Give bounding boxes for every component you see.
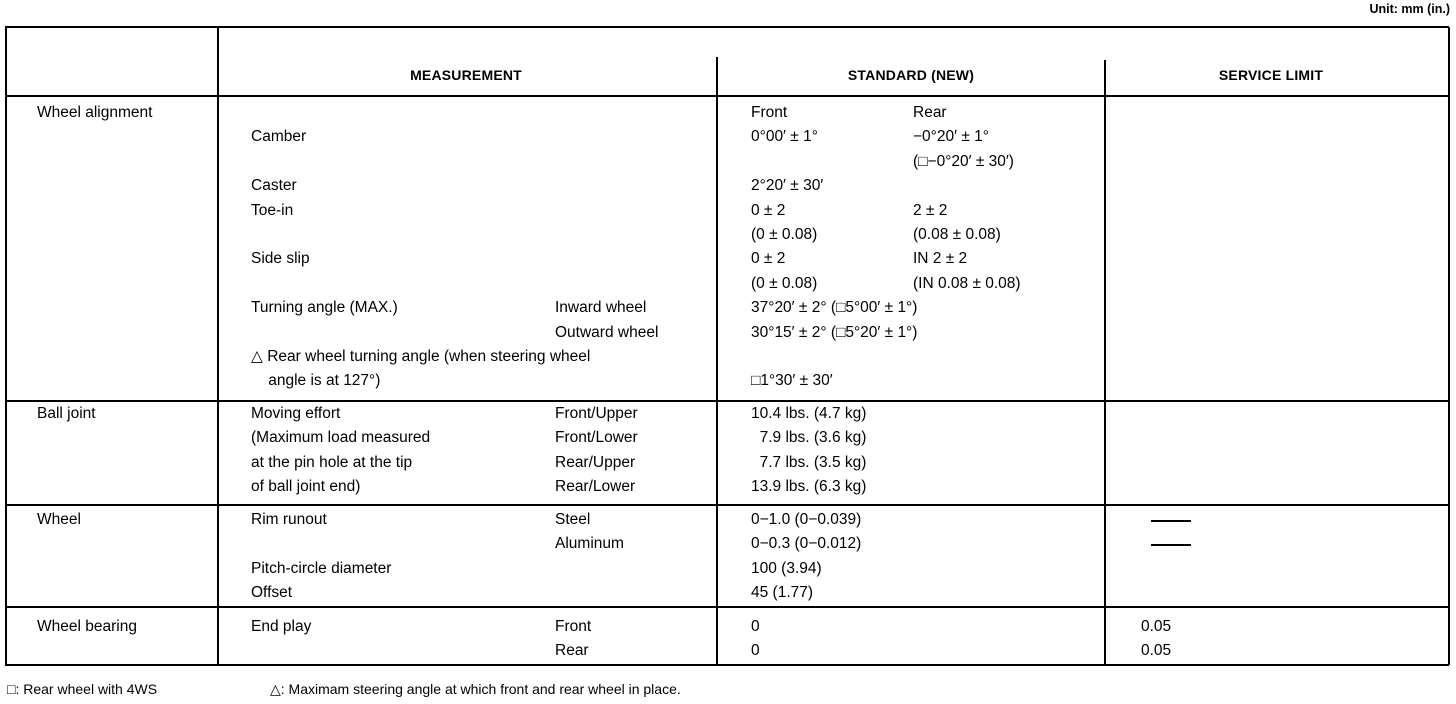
cell-front: 0 <box>751 618 760 635</box>
cell-front: 30°15′ ± 2° (□5°20′ ± 1°) <box>751 323 918 341</box>
cell-front: □1°30′ ± 30′ <box>751 372 833 390</box>
cell-meas: Caster <box>251 177 297 195</box>
cell-sub: Front <box>555 618 592 635</box>
cell-meas: △ Rear wheel turning angle (when steerin… <box>251 348 591 365</box>
cell-meas: (Maximum load measured <box>251 429 431 447</box>
cell-front: 13.9 lbs. (6.3 kg) <box>751 478 867 496</box>
cell-rear: 2 ± 2 <box>913 201 948 219</box>
header-standard: STANDARD (NEW) <box>847 67 975 83</box>
cell-front: 37°20′ ± 2° (□5°00′ ± 1°) <box>751 299 918 317</box>
cell-front: (0 ± 0.08) <box>751 226 818 243</box>
cell-meas: Side slip <box>251 250 310 268</box>
cell-front: 0−0.3 (0−0.012) <box>751 535 862 553</box>
cell-front: 7.7 lbs. (3.5 kg) <box>751 453 867 471</box>
cell-sub: Rear/Upper <box>555 453 636 471</box>
cell-front: Front <box>751 104 788 121</box>
footnote-triangle: △: Maximam steering angle at which front… <box>270 681 681 697</box>
cell-sub: Front/Lower <box>555 429 638 447</box>
section-category: Wheel <box>37 511 81 528</box>
cell-rear: (□−0°20′ ± 30′) <box>913 152 1014 170</box>
cell-meas: Turning angle (MAX.) <box>251 299 398 317</box>
cell-front: 10.4 lbs. (4.7 kg) <box>751 405 867 422</box>
service-limit-dash <box>1151 520 1191 522</box>
table-right-border <box>1448 27 1450 665</box>
column-divider <box>716 57 718 665</box>
header-measurement: MEASUREMENT <box>410 67 522 83</box>
cell-limit: 0.05 <box>1141 618 1172 635</box>
cell-meas: angle is at 127°) <box>251 372 381 390</box>
cell-front: 0 ± 2 <box>751 201 786 219</box>
cell-front: 45 (1.77) <box>751 584 814 602</box>
cell-meas: Moving effort <box>251 405 341 422</box>
cell-meas: Rim runout <box>251 511 327 528</box>
cell-meas: Pitch-circle diameter <box>251 559 392 577</box>
cell-sub: Aluminum <box>555 535 624 553</box>
cell-front: 0−1.0 (0−0.039) <box>751 511 862 528</box>
cell-sub: Rear/Lower <box>555 478 636 496</box>
cell-rear: IN 2 ± 2 <box>913 250 968 268</box>
cell-meas: of ball joint end) <box>251 478 361 496</box>
cell-sub: Steel <box>555 511 591 528</box>
cell-meas: at the pin hole at the tip <box>251 453 413 471</box>
cell-meas: Camber <box>251 128 307 146</box>
cell-front: 100 (3.94) <box>751 559 822 577</box>
cell-rear: Rear <box>913 104 947 121</box>
footnote-square: □: Rear wheel with 4WS <box>7 681 158 697</box>
cell-rear: (IN 0.08 ± 0.08) <box>913 274 1021 292</box>
header-service-limit: SERVICE LIMIT <box>1218 67 1324 83</box>
cell-limit: 0.05 <box>1141 642 1172 660</box>
table-left-border <box>5 27 7 665</box>
cell-rear: −0°20′ ± 1° <box>913 128 989 146</box>
cell-meas: Toe-in <box>251 201 294 219</box>
section-category: Wheel bearing <box>37 618 137 635</box>
unit-label: Unit: mm (in.) <box>1369 2 1450 16</box>
cell-front: 2°20′ ± 30′ <box>751 177 824 195</box>
cell-meas: End play <box>251 618 312 635</box>
column-divider <box>1104 60 1106 665</box>
section-divider <box>5 504 1449 506</box>
table-bottom-border <box>5 664 1449 666</box>
cell-front: 7.9 lbs. (3.6 kg) <box>751 429 867 447</box>
cell-sub: Front/Upper <box>555 405 638 422</box>
cell-front: (0 ± 0.08) <box>751 274 818 292</box>
section-divider <box>5 606 1449 608</box>
cell-meas: Offset <box>251 584 293 602</box>
cell-sub: Outward wheel <box>555 323 659 341</box>
section-category: Wheel alignment <box>37 104 153 121</box>
cell-front: 0 <box>751 642 760 660</box>
cell-front: 0 ± 2 <box>751 250 786 268</box>
section-category: Ball joint <box>37 405 96 422</box>
column-divider <box>217 27 219 665</box>
table-top-border <box>5 26 1449 28</box>
section-divider <box>5 400 1449 402</box>
cell-sub: Rear <box>555 642 589 660</box>
header-divider <box>5 95 1449 97</box>
cell-front: 0°00′ ± 1° <box>751 128 818 146</box>
cell-rear: (0.08 ± 0.08) <box>913 226 1001 243</box>
cell-sub: Inward wheel <box>555 299 647 317</box>
service-limit-dash <box>1151 544 1191 546</box>
